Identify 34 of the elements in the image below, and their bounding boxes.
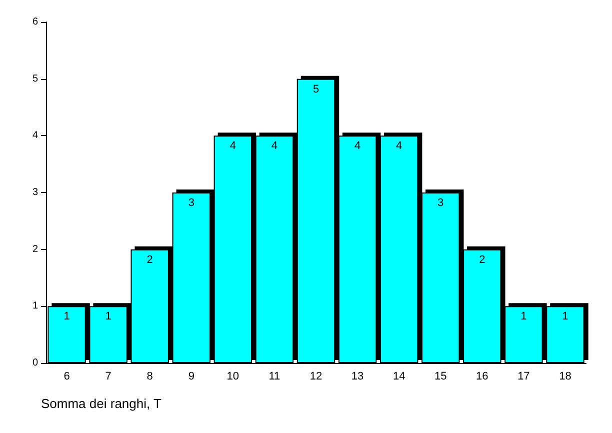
- data-label: 3: [438, 197, 444, 209]
- data-label: 1: [64, 310, 70, 323]
- x-tick-label: 7: [105, 370, 112, 382]
- x-tick-label: 13: [351, 370, 364, 382]
- data-label: 1: [105, 310, 112, 323]
- y-tick-label: 6: [32, 16, 38, 28]
- x-tick-label: 18: [559, 370, 572, 382]
- y-tick-label: 4: [32, 130, 38, 142]
- data-label: 5: [312, 83, 320, 96]
- data-label: 1: [520, 310, 527, 323]
- y-tick-label: 5: [32, 73, 38, 84]
- data-label: 3: [188, 197, 194, 209]
- y-tick-label: 1: [32, 300, 38, 312]
- data-label: 4: [230, 140, 236, 152]
- x-tick-label: 6: [64, 370, 70, 382]
- x-tick-label: 15: [434, 370, 447, 382]
- data-label: 1: [562, 310, 568, 323]
- data-label: 4: [396, 140, 402, 152]
- y-tick-label: 2: [32, 244, 38, 255]
- y-tick-label: 0: [32, 358, 38, 368]
- x-tick-label: 8: [146, 370, 153, 382]
- x-tick-label: 12: [310, 370, 322, 382]
- x-tick-label: 9: [188, 370, 194, 382]
- x-tick-label: 16: [476, 370, 488, 382]
- x-axis-title: Somma dei ranghi, T: [41, 396, 162, 411]
- x-tick-label: 17: [518, 370, 530, 382]
- data-label: 2: [146, 254, 153, 266]
- x-tick-label: 10: [226, 370, 240, 382]
- y-tick-label: 3: [32, 187, 38, 198]
- data-label: 2: [479, 254, 486, 266]
- x-tick-label: 14: [392, 370, 406, 382]
- x-tick-label: 11: [268, 370, 280, 382]
- data-label: 4: [271, 140, 278, 152]
- data-label: 4: [354, 140, 361, 152]
